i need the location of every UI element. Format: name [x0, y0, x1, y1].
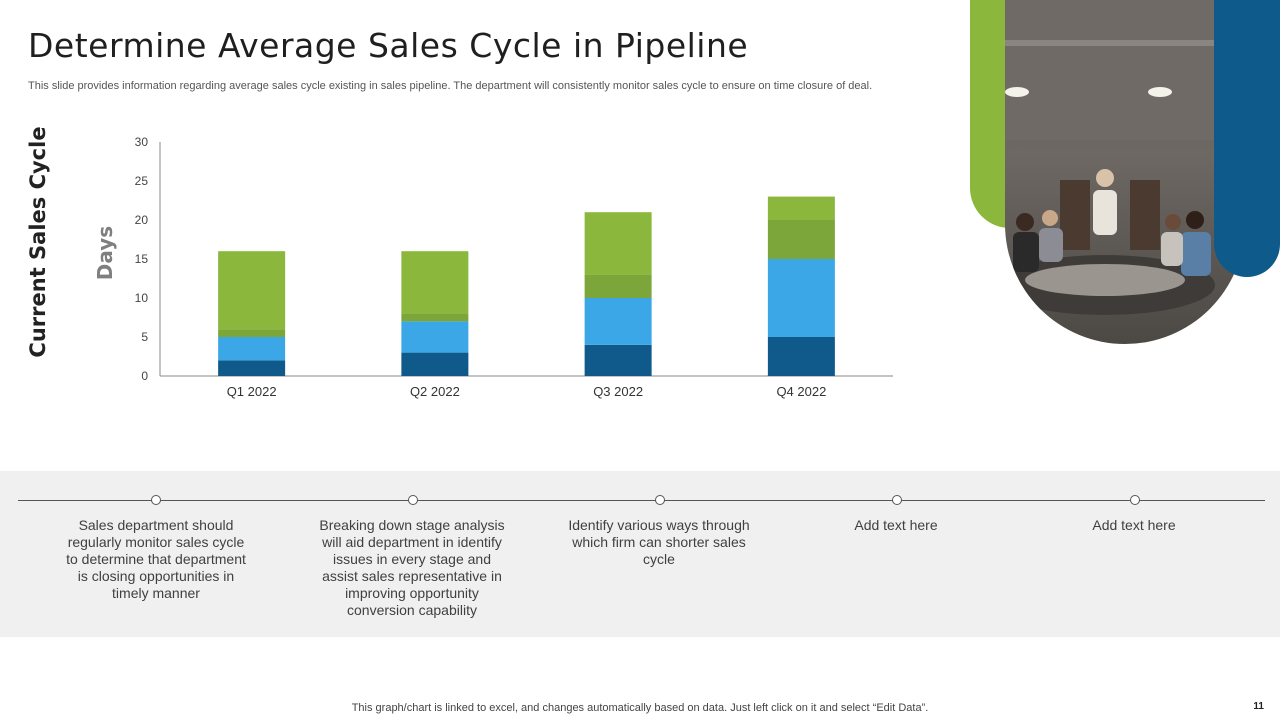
x-tick-label: Q2 2022: [410, 384, 460, 399]
x-tick-label: Q3 2022: [593, 384, 643, 399]
y-tick-label: 20: [135, 213, 149, 227]
bar-segment: [767, 259, 835, 337]
bar-segment: [767, 196, 835, 220]
bar-segment: [401, 321, 469, 353]
page-subtitle: This slide provides information regardin…: [28, 80, 873, 92]
bar-segment: [767, 337, 835, 376]
timeline-dot: [1130, 495, 1140, 505]
x-tick-label: Q4 2022: [776, 384, 826, 399]
page-title: Determine Average Sales Cycle in Pipelin…: [28, 26, 749, 65]
timeline-dot: [655, 495, 665, 505]
timeline-item-text[interactable]: Sales department should regularly monito…: [66, 517, 246, 601]
page-number: 11: [1253, 701, 1264, 712]
y-tick-label: 0: [141, 369, 148, 383]
bar-segment: [218, 329, 286, 337]
timeline-line: [18, 500, 1265, 501]
bar-segment: [401, 352, 469, 376]
y-tick-label: 15: [135, 252, 149, 266]
y-tick-label: 5: [141, 330, 148, 344]
meeting-illustration: [1005, 0, 1245, 315]
bar-segment: [767, 220, 835, 259]
y-axis-label: Days: [93, 226, 117, 280]
bar-segment: [401, 313, 469, 322]
timeline-dot: [408, 495, 418, 505]
y-tick-label: 25: [135, 174, 149, 188]
timeline-item-text[interactable]: Breaking down stage analysis will aid de…: [319, 517, 505, 618]
y-tick-label: 10: [135, 291, 149, 305]
timeline-dot: [151, 495, 161, 505]
y-tick-label: 30: [135, 135, 149, 149]
timeline-item-text[interactable]: Identify various ways through which firm…: [568, 517, 750, 567]
bar-segment: [218, 251, 286, 330]
sales-cycle-chart: 0 5 10 15 20 25 30 Days Q1 2022 Q2 2022 Q3 2022 Q4 …: [93, 135, 893, 399]
bar-segment: [401, 251, 469, 314]
x-tick-label: Q1 2022: [227, 384, 277, 399]
bar-segment: [584, 298, 652, 345]
blue-accent-shape: [1214, 0, 1280, 277]
timeline-panel: [0, 471, 1280, 637]
timeline-dot: [892, 495, 902, 505]
timeline-item-text[interactable]: Add text here: [854, 517, 938, 533]
bar-segment: [218, 337, 286, 361]
footer-note: This graph/chart is linked to excel, and…: [351, 702, 929, 714]
bar-segment: [584, 212, 652, 275]
meeting-photo: [1005, 0, 1245, 344]
bar-segment: [218, 360, 286, 376]
bar-segment: [584, 344, 652, 376]
bar-segment: [584, 274, 652, 298]
timeline-item-text[interactable]: Add text here: [1092, 517, 1176, 533]
